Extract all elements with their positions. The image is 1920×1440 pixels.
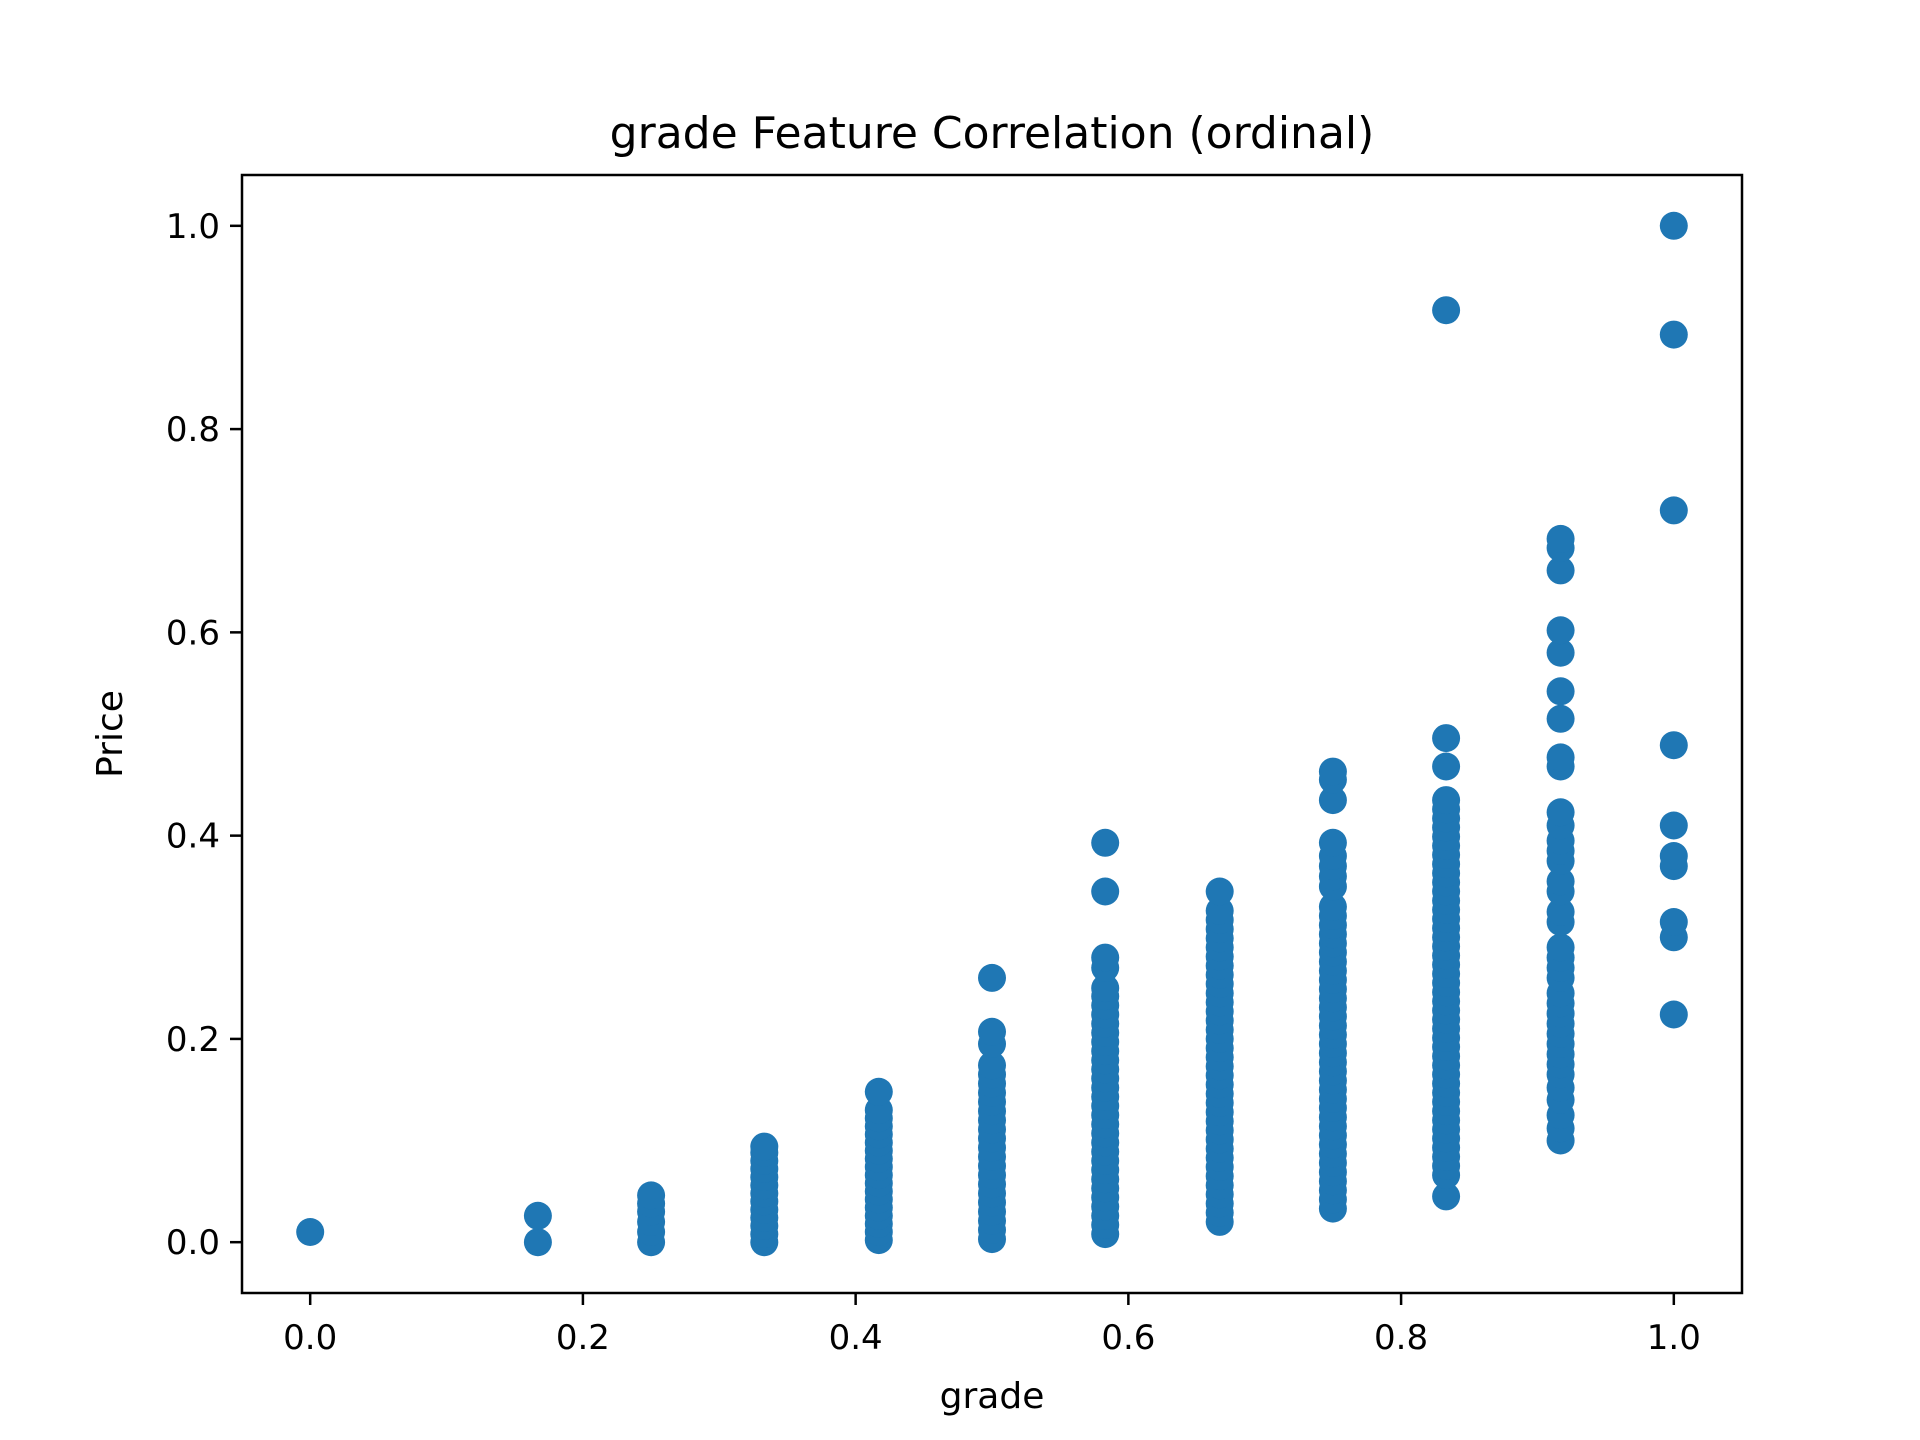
y-tick-label: 0.4 <box>166 817 220 857</box>
y-tick-label: 0.2 <box>166 1020 220 1060</box>
data-point <box>864 1077 893 1106</box>
data-point <box>1205 877 1234 906</box>
data-point <box>1546 556 1575 585</box>
data-point <box>750 1132 779 1161</box>
data-point <box>1546 704 1575 733</box>
data-point <box>1318 757 1347 786</box>
data-point <box>1318 892 1347 921</box>
data-point <box>1318 786 1347 815</box>
x-axis: 0.0 0.2 0.4 0.6 0.8 1.0 <box>283 1293 1701 1358</box>
points-layer <box>296 211 1688 1257</box>
x-tick-label: 0.8 <box>1374 1318 1428 1358</box>
data-point <box>1659 811 1688 840</box>
x-tick-label: 0.6 <box>1101 1318 1155 1358</box>
plot-frame <box>240 173 1744 1295</box>
data-point <box>523 1201 552 1230</box>
data-point <box>978 963 1006 992</box>
y-axis: 0.0 0.2 0.4 0.6 0.8 1.0 <box>166 207 242 1263</box>
data-point <box>1546 933 1575 962</box>
chart-title: grade Feature Correlation (ordinal) <box>610 108 1375 159</box>
data-point <box>1546 524 1575 553</box>
data-point <box>1546 897 1575 926</box>
data-point <box>1318 828 1347 857</box>
data-point <box>1432 786 1461 815</box>
data-point <box>1091 828 1120 857</box>
y-tick-label: 0.8 <box>166 410 220 450</box>
data-point <box>1091 943 1120 972</box>
data-point <box>1546 798 1575 827</box>
y-tick-label: 1.0 <box>166 207 220 247</box>
data-point <box>1659 1000 1688 1029</box>
data-point <box>1546 638 1575 667</box>
data-point <box>1659 320 1688 349</box>
data-point <box>1546 867 1575 896</box>
data-point <box>637 1181 666 1210</box>
x-tick-label: 1.0 <box>1647 1318 1701 1358</box>
data-point <box>1432 724 1461 753</box>
x-tick-label: 0.0 <box>283 1318 337 1358</box>
data-point <box>1091 974 1120 1003</box>
data-point <box>1659 211 1688 240</box>
data-point <box>1659 496 1688 525</box>
data-point <box>1432 752 1461 781</box>
data-point <box>523 1228 552 1257</box>
data-point <box>296 1218 325 1246</box>
y-axis-label: Price <box>90 690 131 778</box>
x-tick-label: 0.4 <box>829 1318 883 1358</box>
data-point <box>1432 296 1461 325</box>
data-point <box>1546 616 1575 645</box>
data-point <box>1659 731 1688 760</box>
y-tick-label: 0.0 <box>166 1223 220 1263</box>
data-point <box>1546 677 1575 706</box>
data-point <box>1546 743 1575 772</box>
data-point <box>978 1051 1006 1080</box>
data-point <box>1091 877 1120 906</box>
data-point <box>1659 908 1688 936</box>
y-tick-label: 0.6 <box>166 613 220 653</box>
x-axis-label: grade <box>940 1376 1045 1417</box>
data-point <box>1432 1182 1461 1211</box>
data-point <box>978 1017 1006 1046</box>
x-tick-label: 0.2 <box>556 1318 610 1358</box>
data-point <box>1205 896 1234 925</box>
data-point <box>1659 842 1688 870</box>
